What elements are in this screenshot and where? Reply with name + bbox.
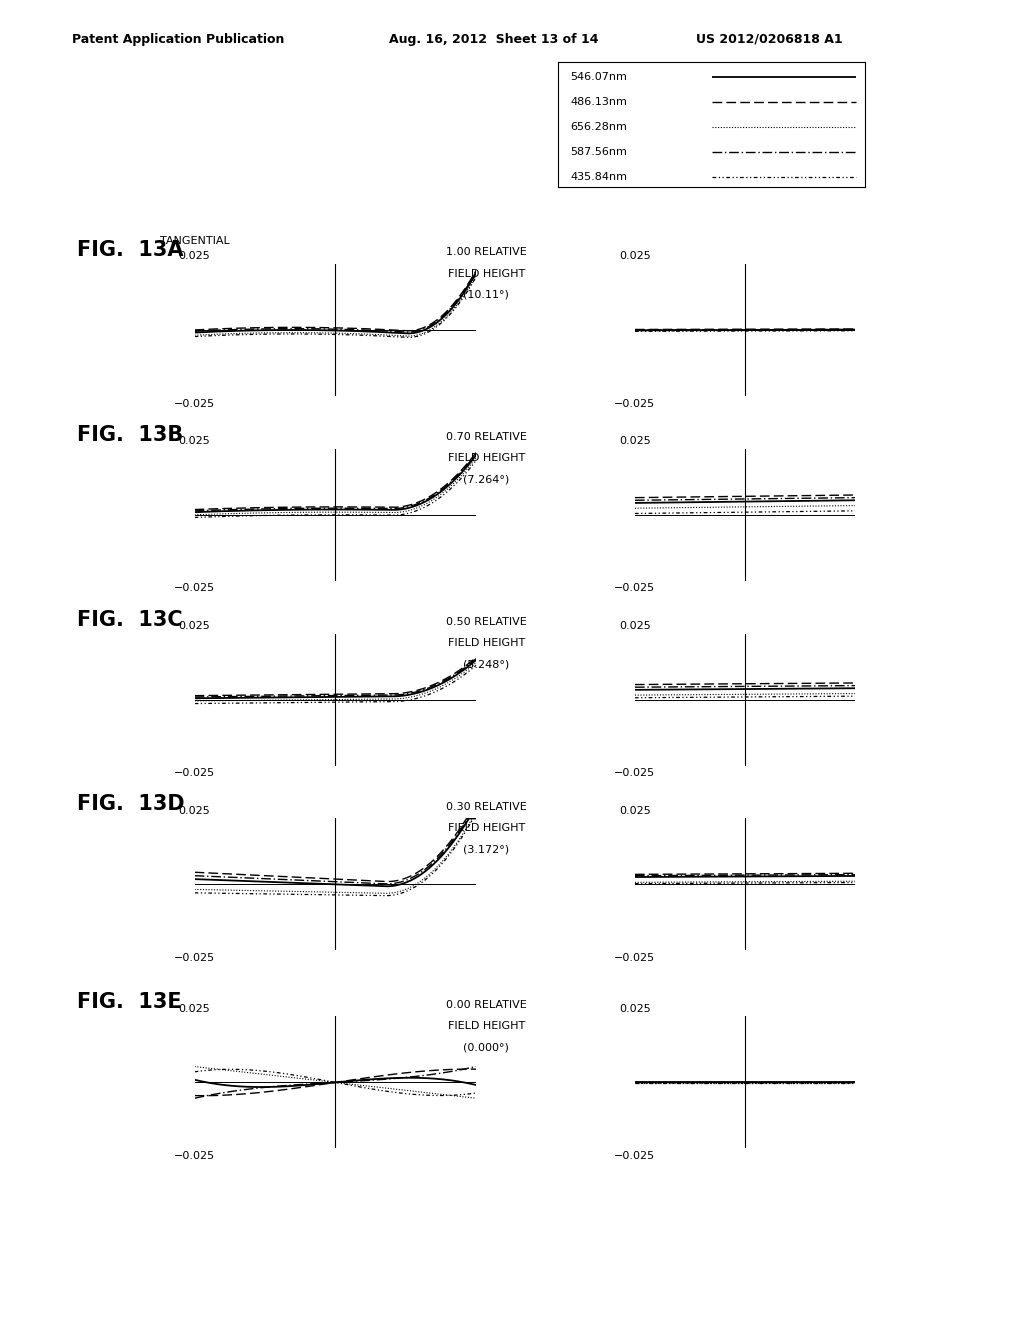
Text: 0.00 RELATIVE: 0.00 RELATIVE (446, 999, 526, 1010)
Text: (0.000°): (0.000°) (464, 1041, 509, 1052)
Text: 0.025: 0.025 (618, 251, 651, 261)
Text: −0.025: −0.025 (614, 1151, 655, 1162)
Text: US 2012/0206818 A1: US 2012/0206818 A1 (696, 33, 843, 46)
Text: −0.025: −0.025 (174, 1151, 215, 1162)
Text: Patent Application Publication: Patent Application Publication (72, 33, 284, 46)
Text: FIELD HEIGHT: FIELD HEIGHT (447, 822, 525, 833)
Text: 0.70 RELATIVE: 0.70 RELATIVE (446, 432, 526, 442)
Text: −0.025: −0.025 (614, 399, 655, 409)
Text: 0.025: 0.025 (178, 805, 211, 816)
Text: 546.07nm: 546.07nm (570, 73, 628, 82)
Text: 0.025: 0.025 (618, 1003, 651, 1014)
Text: FIG.  13C: FIG. 13C (77, 610, 182, 630)
Text: −0.025: −0.025 (174, 583, 215, 594)
Text: −0.025: −0.025 (614, 583, 655, 594)
Text: FIELD HEIGHT: FIELD HEIGHT (447, 268, 525, 279)
Text: 0.025: 0.025 (178, 436, 211, 446)
Text: −0.025: −0.025 (614, 768, 655, 779)
Text: −0.025: −0.025 (174, 399, 215, 409)
Text: −0.025: −0.025 (614, 953, 655, 964)
Text: −0.025: −0.025 (174, 768, 215, 779)
Text: FIELD HEIGHT: FIELD HEIGHT (447, 453, 525, 463)
Text: 0.50 RELATIVE: 0.50 RELATIVE (446, 616, 526, 627)
Text: 1.00 RELATIVE: 1.00 RELATIVE (446, 247, 526, 257)
Text: 0.30 RELATIVE: 0.30 RELATIVE (446, 801, 526, 812)
Text: FIELD HEIGHT: FIELD HEIGHT (447, 638, 525, 648)
Text: −0.025: −0.025 (174, 953, 215, 964)
Text: (3.172°): (3.172°) (463, 843, 510, 854)
Text: 0.025: 0.025 (618, 436, 651, 446)
Text: 486.13nm: 486.13nm (570, 98, 628, 107)
Text: 0.025: 0.025 (178, 620, 211, 631)
Text: FIG.  13D: FIG. 13D (77, 795, 184, 814)
Text: 0.025: 0.025 (618, 805, 651, 816)
Text: 0.025: 0.025 (178, 251, 211, 261)
Text: FIG.  13B: FIG. 13B (77, 425, 183, 445)
Text: (7.264°): (7.264°) (463, 474, 510, 484)
Text: FIG.  13A: FIG. 13A (77, 240, 183, 260)
Text: 435.84nm: 435.84nm (570, 173, 628, 182)
Text: 587.56nm: 587.56nm (570, 148, 628, 157)
Text: (5.248°): (5.248°) (463, 659, 510, 669)
Text: Aug. 16, 2012  Sheet 13 of 14: Aug. 16, 2012 Sheet 13 of 14 (389, 33, 599, 46)
Text: (10.11°): (10.11°) (464, 289, 509, 300)
Text: TANGENTIAL: TANGENTIAL (160, 235, 229, 246)
Text: FIELD HEIGHT: FIELD HEIGHT (447, 1020, 525, 1031)
Text: 0.025: 0.025 (178, 1003, 211, 1014)
Text: 656.28nm: 656.28nm (570, 123, 628, 132)
Text: FIG.  13E: FIG. 13E (77, 993, 181, 1012)
Text: 0.025: 0.025 (618, 620, 651, 631)
